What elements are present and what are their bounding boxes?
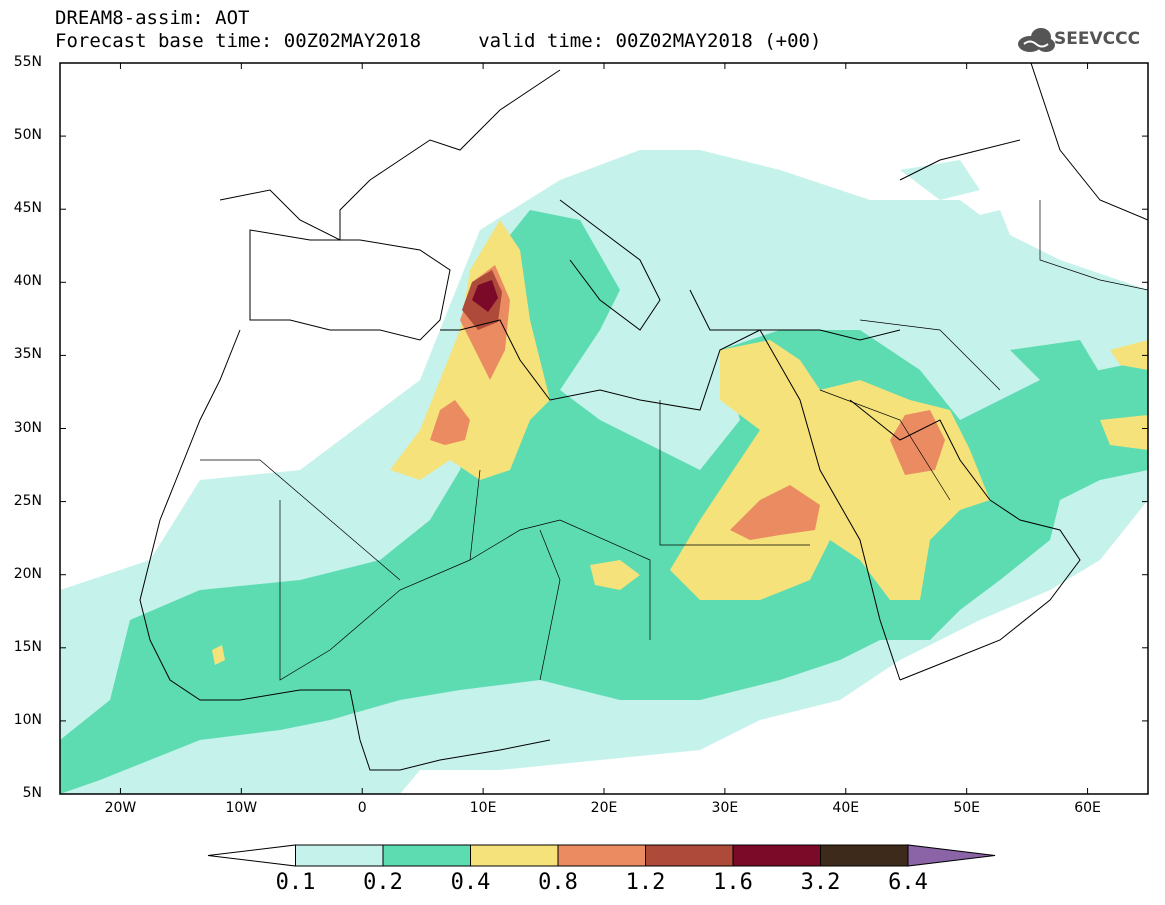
colorbar-label: 3.2 bbox=[800, 870, 841, 895]
colorbar-label: 0.1 bbox=[275, 870, 316, 895]
coastlines bbox=[139, 63, 1148, 771]
seevccc-logo bbox=[1018, 28, 1055, 52]
map-title: DREAM8-assim: AOT bbox=[55, 7, 250, 29]
lon-label: 10E bbox=[469, 800, 497, 816]
lon-label: 40E bbox=[832, 800, 860, 816]
logo-text: SEEVCCC bbox=[1054, 29, 1141, 49]
lat-label: 30N bbox=[13, 419, 42, 436]
country-borders bbox=[200, 200, 1148, 681]
lat-label: 50N bbox=[13, 127, 42, 144]
lon-label: 20E bbox=[590, 800, 618, 816]
colorbar-label: 1.6 bbox=[713, 870, 753, 895]
lat-label: 15N bbox=[13, 638, 42, 655]
lon-label: 20W bbox=[104, 800, 137, 816]
lat-label: 20N bbox=[13, 565, 42, 582]
colorbar-label: 6.4 bbox=[888, 870, 928, 895]
colorbar-label: 0.2 bbox=[363, 870, 403, 895]
lon-label: 60E bbox=[1074, 800, 1101, 816]
lat-label: 25N bbox=[13, 492, 42, 509]
colorbar-label: 1.2 bbox=[625, 870, 666, 895]
colorbar-label: 0.8 bbox=[538, 870, 578, 895]
aot-level-1.6 bbox=[472, 280, 498, 312]
lat-label: 45N bbox=[13, 200, 42, 217]
lat-label: 40N bbox=[13, 273, 42, 290]
lon-label: 10W bbox=[225, 800, 258, 816]
forecast-time-line: Forecast base time: 00Z02MAY2018 valid t… bbox=[55, 30, 822, 52]
axis-ticks bbox=[60, 62, 1148, 795]
lat-label: 5N bbox=[22, 785, 42, 801]
lat-label: 35N bbox=[13, 346, 42, 363]
lon-label: 50E bbox=[953, 800, 980, 816]
lon-label: 30E bbox=[711, 800, 739, 816]
lat-label: 10N bbox=[13, 711, 42, 728]
lat-label: 55N bbox=[13, 54, 42, 70]
lon-label: 0 bbox=[357, 800, 367, 816]
colorbar-label: 0.4 bbox=[450, 870, 491, 895]
